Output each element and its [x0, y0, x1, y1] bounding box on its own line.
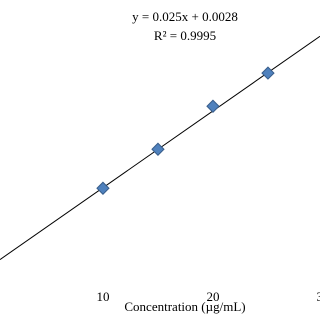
- equation-label: y = 0.025x + 0.0028: [132, 9, 238, 24]
- r-squared-label: R² = 0.9995: [154, 28, 216, 43]
- data-point: [96, 181, 110, 195]
- data-point: [151, 142, 165, 156]
- x-tick-label: 10: [96, 289, 109, 304]
- x-axis-label: Concentration (µg/mL): [124, 299, 245, 314]
- x-tick-label: 30: [316, 289, 320, 304]
- data-point: [261, 66, 275, 80]
- x-tick-label: 20: [206, 289, 219, 304]
- data-point: [206, 99, 220, 113]
